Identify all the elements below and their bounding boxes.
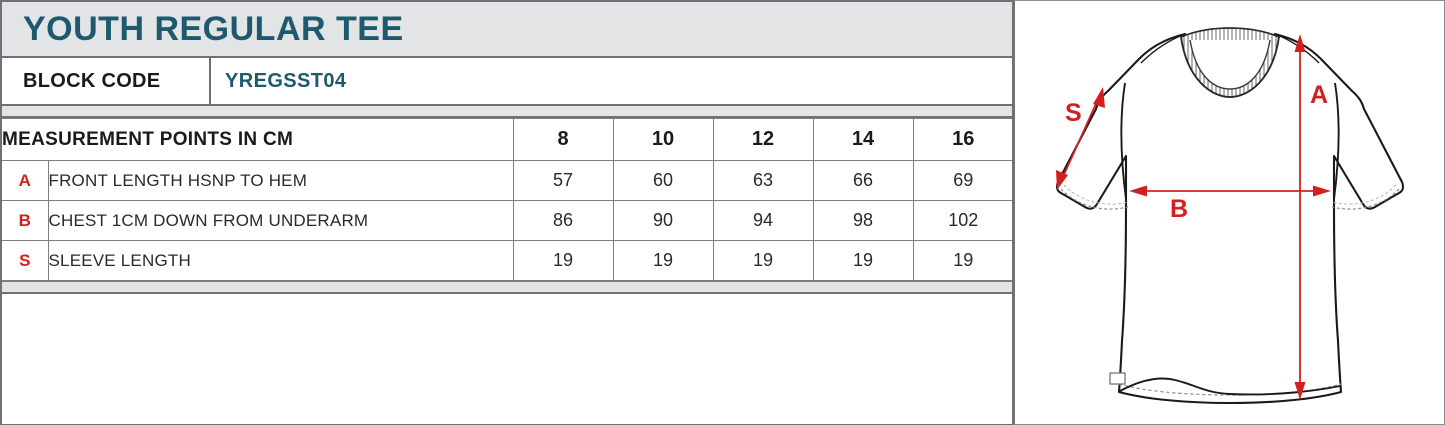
table-header-row: MEASUREMENT POINTS IN CM 8 10 12 14 16 — [2, 118, 1013, 161]
size-column-header-10: 10 — [612, 118, 714, 161]
notes-area — [2, 294, 1012, 418]
cell-a-10: 60 — [612, 160, 714, 201]
row-description-s: SLEEVE LENGTH — [47, 240, 514, 281]
block-code-value: YREGSST04 — [225, 69, 347, 92]
table-row: S SLEEVE LENGTH 19 19 19 19 19 — [2, 240, 1013, 281]
sleeve-hem-stitching — [1060, 184, 1400, 210]
garment-diagram-panel: A B S — [1013, 0, 1445, 425]
tshirt-technical-drawing: A B S — [1055, 27, 1405, 405]
size-column-header-16: 16 — [912, 118, 1013, 161]
cell-b-16: 102 — [912, 200, 1013, 241]
row-code-a: A — [2, 160, 49, 201]
cell-s-12: 19 — [712, 240, 814, 281]
arrow-label-a: A — [1310, 81, 1328, 109]
row-code-b: B — [2, 200, 49, 241]
cell-a-14: 66 — [812, 160, 914, 201]
collar-rib — [1180, 27, 1280, 98]
cell-a-16: 69 — [912, 160, 1013, 201]
measurement-arrow-s — [1056, 87, 1105, 190]
arrow-label-b: B — [1170, 195, 1188, 223]
measurement-points-header: MEASUREMENT POINTS IN CM — [2, 118, 514, 161]
table-row: B CHEST 1CM DOWN FROM UNDERARM 86 90 94 … — [2, 200, 1013, 241]
page-title: YOUTH REGULAR TEE — [23, 10, 404, 48]
measurement-arrow-a — [1294, 34, 1306, 400]
sleeve-seams — [1120, 82, 1340, 200]
arrow-label-s: S — [1065, 99, 1082, 127]
cell-a-12: 63 — [712, 160, 814, 201]
care-label-tab — [1109, 372, 1126, 385]
header-spacer-band — [2, 106, 1012, 118]
measurements-table: MEASUREMENT POINTS IN CM 8 10 12 14 16 A… — [2, 118, 1013, 281]
tshirt-body-outline — [1055, 32, 1405, 405]
size-column-header-14: 14 — [812, 118, 914, 161]
title-band: YOUTH REGULAR TEE — [2, 2, 1012, 58]
row-description-a: FRONT LENGTH HSNP TO HEM — [47, 160, 514, 201]
cell-b-12: 94 — [712, 200, 814, 241]
size-column-header-8: 8 — [512, 118, 614, 161]
cell-s-14: 19 — [812, 240, 914, 281]
measurement-arrow-b — [1129, 185, 1331, 197]
table-footer-band — [2, 281, 1012, 294]
cell-s-10: 19 — [612, 240, 714, 281]
row-code-s: S — [2, 240, 49, 281]
block-code-row: BLOCK CODE YREGSST04 — [2, 58, 1012, 106]
cell-s-16: 19 — [912, 240, 1013, 281]
row-description-b: CHEST 1CM DOWN FROM UNDERARM — [47, 200, 514, 241]
table-row: A FRONT LENGTH HSNP TO HEM 57 60 63 66 6… — [2, 160, 1013, 201]
cell-s-8: 19 — [512, 240, 614, 281]
block-code-label: BLOCK CODE — [2, 58, 211, 104]
cell-b-8: 86 — [512, 200, 614, 241]
cell-a-8: 57 — [512, 160, 614, 201]
specification-table-panel: YOUTH REGULAR TEE BLOCK CODE YREGSST04 M… — [0, 0, 1013, 425]
cell-b-14: 98 — [812, 200, 914, 241]
cell-b-10: 90 — [612, 200, 714, 241]
size-column-header-12: 12 — [712, 118, 814, 161]
